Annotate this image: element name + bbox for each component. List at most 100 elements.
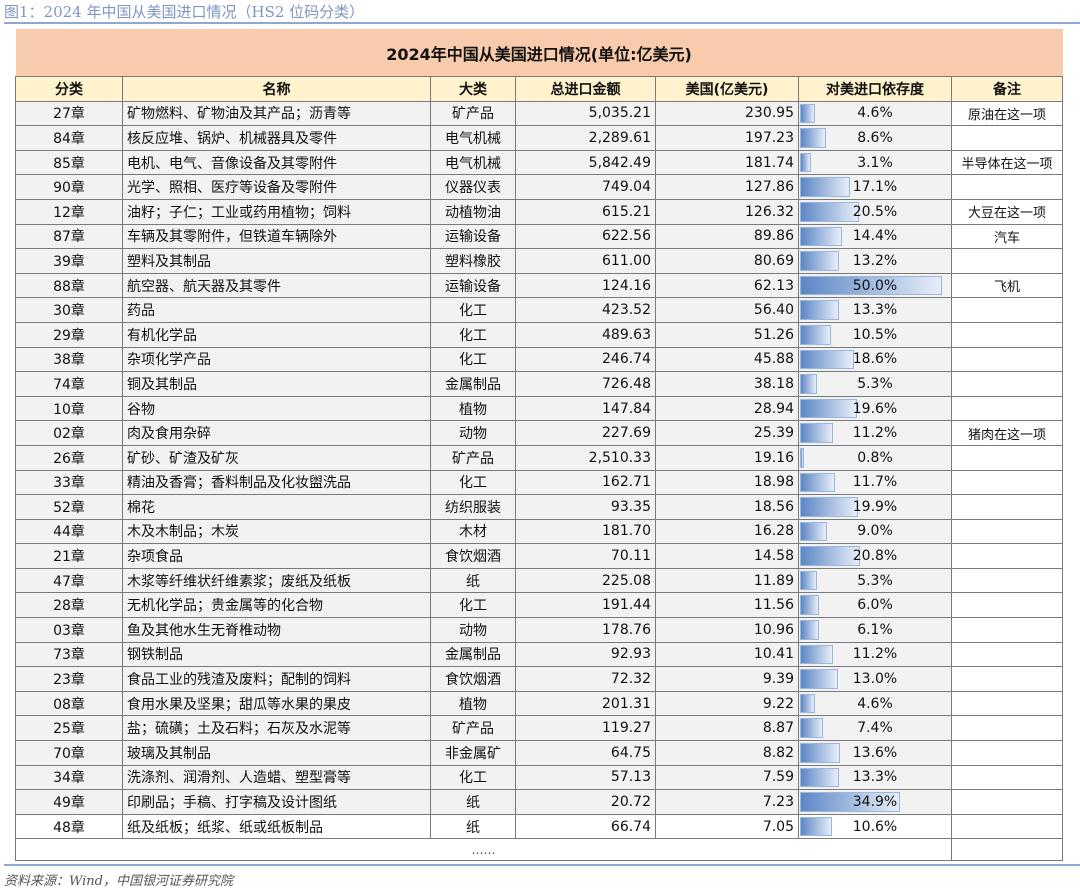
- dependency-bar: [800, 128, 827, 148]
- dependency-bar: [800, 398, 857, 419]
- dependency-bar: [800, 497, 858, 517]
- table-row: 84章 核反应堆、锅炉、机械器具及零件 电气机械 2,289.61 197.23 8.6%: [15, 125, 1064, 151]
- note-cell: [950, 321, 1064, 348]
- dependency-value: 34.9%: [852, 794, 898, 811]
- note-cell: [950, 518, 1064, 545]
- dependency-bar: [800, 693, 815, 714]
- dependency-value: 6.1%: [857, 621, 893, 638]
- dependency-cell: 50.0%: [798, 272, 952, 299]
- dependency-cell: 4.6%: [798, 100, 952, 127]
- table-row: 27章 矿物燃料、矿物油及其产品；沥青等 矿产品 5,035.21 230.95 4.6%…: [15, 100, 1064, 127]
- note-cell: [950, 789, 1064, 815]
- code-cell: 47章: [15, 567, 123, 594]
- name-cell: 杂项化学产品: [122, 346, 431, 373]
- category-cell: 金属制品: [430, 371, 516, 397]
- dependency-value: 6.0%: [857, 597, 893, 614]
- category-cell: 运输设备: [430, 272, 516, 299]
- dependency-value: 10.6%: [852, 818, 898, 835]
- dependency-cell: 10.6%: [798, 813, 952, 840]
- table-row: 08章 食用水果及坚果；甜瓜等水果的果皮 植物 201.31 9.22 4.6%: [15, 690, 1064, 717]
- table-row: 90章 光学、照相、医疗等设备及零附件 仪器仪表 749.04 127.86 17.1%: [15, 174, 1064, 200]
- dependency-bar: [800, 251, 839, 271]
- total-cell: 70.11: [515, 543, 656, 569]
- note-cell: [950, 444, 1064, 471]
- total-cell: 93.35: [515, 494, 656, 520]
- category-cell: 动植物油: [430, 198, 516, 225]
- code-cell: 02章: [15, 420, 123, 446]
- name-cell: 玻璃及其制品: [122, 740, 431, 766]
- table-row: 23章 食品工业的残渣及废料；配制的饲料 食饮烟酒 72.32 9.39 13.0%: [15, 666, 1064, 692]
- code-cell: 03章: [15, 617, 123, 643]
- dependency-value: 18.6%: [852, 351, 898, 368]
- total-cell: 246.74: [515, 346, 656, 373]
- import-table: 2024年中国从美国进口情况(单位:亿美元) 分类 名称 大类 总进口金额 美国…: [15, 29, 1064, 862]
- dependency-value: 17.1%: [852, 179, 898, 196]
- category-cell: 化工: [430, 297, 516, 323]
- us-cell: 10.41: [655, 641, 799, 668]
- us-cell: 197.23: [655, 125, 799, 151]
- us-cell: 8.87: [655, 715, 799, 742]
- us-cell: 9.22: [655, 690, 799, 717]
- category-cell: 矿产品: [430, 715, 516, 742]
- dependency-cell: 0.8%: [798, 444, 952, 471]
- category-cell: 动物: [430, 420, 516, 446]
- us-cell: 7.23: [655, 789, 799, 815]
- dependency-cell: 3.1%: [798, 149, 952, 176]
- name-cell: 塑料及其制品: [122, 248, 431, 274]
- name-cell: 矿物燃料、矿物油及其产品；沥青等: [122, 100, 431, 127]
- code-cell: 33章: [15, 469, 123, 496]
- category-cell: 纸: [430, 789, 516, 815]
- note-cell: [950, 125, 1064, 151]
- dependency-cell: 19.6%: [798, 395, 952, 422]
- category-cell: 食饮烟酒: [430, 666, 516, 692]
- category-cell: 电气机械: [430, 149, 516, 176]
- table-row: 12章 油籽；子仁；工业或药用植物；饲料 动植物油 615.21 126.32 20.5%…: [15, 198, 1064, 225]
- name-cell: 有机化学品: [122, 321, 431, 348]
- total-cell: 20.72: [515, 789, 656, 815]
- dependency-value: 13.6%: [852, 744, 898, 761]
- total-cell: 72.32: [515, 666, 656, 692]
- note-cell: [950, 666, 1064, 692]
- dependency-value: 11.2%: [852, 646, 898, 663]
- code-cell: 84章: [15, 125, 123, 151]
- note-cell: [950, 174, 1064, 200]
- ellipsis-row: ……: [15, 838, 952, 862]
- dependency-bar: [800, 152, 811, 173]
- note-cell: [950, 764, 1064, 791]
- dependency-cell: 8.6%: [798, 125, 952, 151]
- name-cell: 印刷品；手稿、打字稿及设计图纸: [122, 789, 431, 815]
- table-row: 39章 塑料及其制品 塑料橡胶 611.00 80.69 13.2%: [15, 248, 1064, 274]
- total-cell: 2,289.61: [515, 125, 656, 151]
- name-cell: 杂项食品: [122, 543, 431, 569]
- name-cell: 棉花: [122, 494, 431, 520]
- name-cell: 纸及纸板；纸浆、纸或纸板制品: [122, 813, 431, 840]
- table-row: 28章 无机化学品；贵金属等的化合物 化工 191.44 11.56 6.0%: [15, 592, 1064, 619]
- dependency-value: 13.3%: [852, 769, 898, 786]
- table-row: 26章 矿砂、矿渣及矿灰 矿产品 2,510.33 19.16 0.8%: [15, 444, 1064, 471]
- us-cell: 9.39: [655, 666, 799, 692]
- dependency-value: 13.2%: [852, 252, 898, 269]
- total-cell: 66.74: [515, 813, 656, 840]
- category-cell: 木材: [430, 518, 516, 545]
- dependency-value: 8.6%: [857, 129, 893, 146]
- total-cell: 191.44: [515, 592, 656, 619]
- table-row: 52章 棉花 纺织服装 93.35 18.56 19.9%: [15, 494, 1064, 520]
- total-cell: 178.76: [515, 617, 656, 643]
- note-cell: 原油在这一项: [950, 100, 1064, 127]
- table-row: 02章 肉及食用杂碎 动物 227.69 25.39 11.2% 猪肉在这一项: [15, 420, 1064, 446]
- category-cell: 化工: [430, 764, 516, 791]
- us-cell: 10.96: [655, 617, 799, 643]
- dependency-bar: [800, 324, 832, 345]
- dependency-cell: 17.1%: [798, 174, 952, 200]
- us-cell: 126.32: [655, 198, 799, 225]
- name-cell: 光学、照相、医疗等设备及零附件: [122, 174, 431, 200]
- total-cell: 225.08: [515, 567, 656, 594]
- us-cell: 11.56: [655, 592, 799, 619]
- code-cell: 08章: [15, 690, 123, 717]
- note-cell: [950, 469, 1064, 496]
- code-cell: 85章: [15, 149, 123, 176]
- dependency-value: 10.5%: [852, 326, 898, 343]
- dependency-bar: [800, 570, 817, 591]
- code-cell: 10章: [15, 395, 123, 422]
- dependency-value: 14.4%: [852, 228, 898, 245]
